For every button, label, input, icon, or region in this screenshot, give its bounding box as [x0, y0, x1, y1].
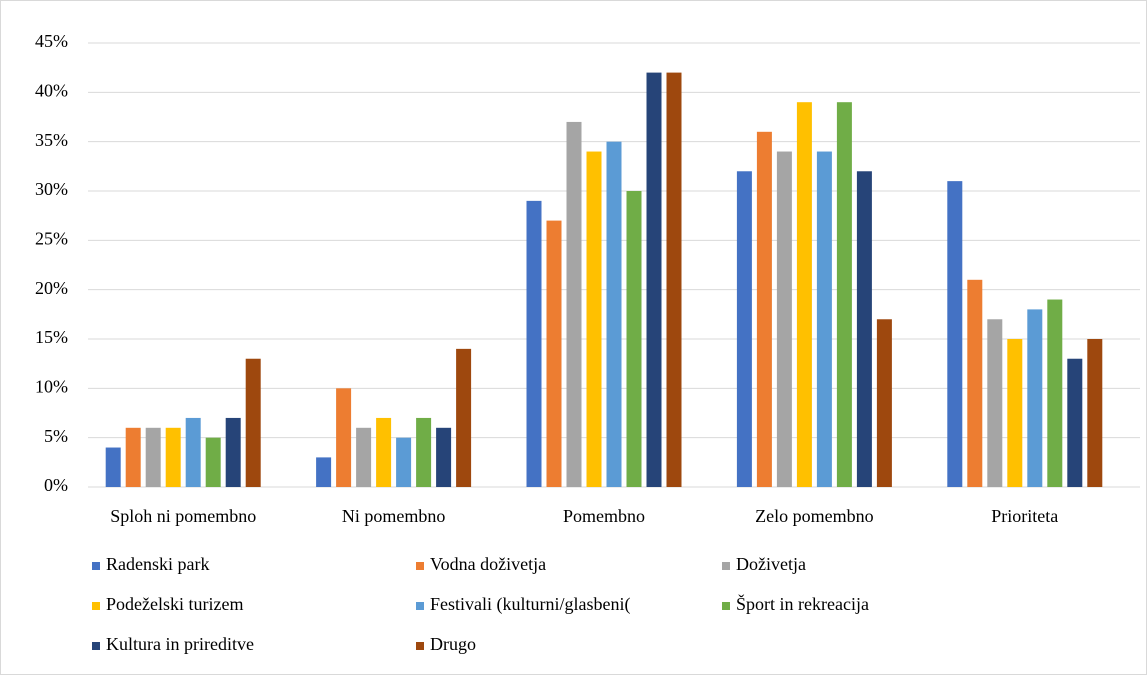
x-tick-label: Ni pomembno [342, 506, 446, 526]
bar [967, 279, 983, 487]
bar [436, 427, 452, 487]
bar [225, 417, 241, 487]
bar [856, 171, 872, 487]
legend-marker [416, 642, 424, 650]
bar [776, 151, 792, 488]
bar [336, 388, 352, 487]
bar [456, 348, 472, 487]
bar [1027, 309, 1043, 487]
y-tick-label: 35% [35, 130, 68, 150]
y-tick-label: 45% [35, 31, 68, 51]
legend-label: Podeželski turizem [106, 594, 243, 614]
bar [165, 427, 181, 487]
legend-marker [92, 602, 100, 610]
bar [566, 121, 582, 487]
bar [205, 437, 221, 487]
legend-marker [416, 602, 424, 610]
legend-marker [92, 642, 100, 650]
legend-marker [92, 562, 100, 570]
bar [736, 171, 752, 487]
bar [796, 102, 812, 487]
legend-label: Doživetja [736, 554, 806, 574]
x-tick-label: Zelo pomembno [755, 506, 873, 526]
bar [987, 319, 1003, 487]
bar [1087, 339, 1103, 487]
y-tick-label: 15% [35, 327, 68, 347]
bar [1007, 339, 1023, 487]
bar [836, 102, 852, 487]
bar [316, 457, 332, 487]
bar [756, 131, 772, 488]
bar [586, 151, 602, 488]
legend-label: Festivali (kulturni/glasbeni( [430, 594, 630, 615]
bar [947, 181, 963, 487]
bar [666, 72, 682, 487]
bar [606, 141, 622, 487]
legend-label: Drugo [430, 634, 476, 654]
bar [876, 319, 892, 487]
y-tick-label: 20% [35, 278, 68, 298]
bar [416, 417, 432, 487]
bar [1067, 358, 1083, 487]
y-tick-label: 0% [44, 475, 68, 495]
x-tick-label: Sploh ni pomembno [110, 506, 256, 526]
bar [526, 200, 542, 487]
y-tick-label: 25% [35, 228, 68, 248]
bar [396, 437, 412, 487]
y-tick-label: 30% [35, 179, 68, 199]
legend-label: Šport in rekreacija [736, 593, 869, 614]
bar [185, 417, 201, 487]
x-tick-label: Prioriteta [991, 506, 1058, 526]
bar [1047, 299, 1063, 487]
bar [245, 358, 261, 487]
bar [145, 427, 161, 487]
legend-marker [722, 562, 730, 570]
y-tick-label: 40% [35, 80, 68, 100]
legend-label: Kultura in prireditve [106, 634, 254, 654]
y-tick-label: 10% [35, 376, 68, 396]
y-tick-label: 5% [44, 426, 68, 446]
bar [356, 427, 372, 487]
legend-label: Vodna doživetja [430, 554, 546, 574]
x-tick-label: Pomembno [563, 506, 645, 526]
bar [546, 220, 562, 487]
bar [816, 151, 832, 488]
bar [626, 191, 642, 487]
legend-marker [416, 562, 424, 570]
bar [376, 417, 392, 487]
bar [646, 72, 662, 487]
legend-label: Radenski park [106, 554, 209, 574]
bar [105, 447, 121, 487]
bar [125, 427, 141, 487]
legend-marker [722, 602, 730, 610]
